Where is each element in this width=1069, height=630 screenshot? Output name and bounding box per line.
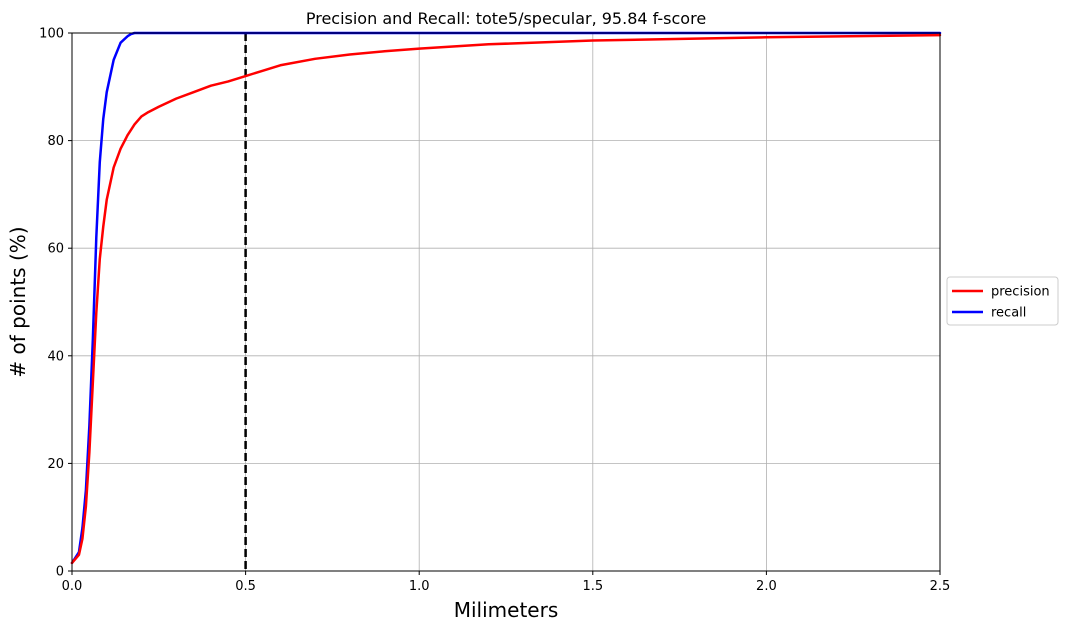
y-axis: 0 20 40 60 80 100 [39,27,72,580]
x-tick-label: 0.0 [62,579,83,594]
y-tick-label: 100 [39,27,64,42]
x-tick-label: 0.5 [235,579,256,594]
y-axis-label: # of points (%) [6,226,30,377]
y-tick-label: 60 [47,242,64,257]
series-line-precision [70,33,942,565]
legend: precision recall [946,276,1059,326]
series-line-recall [70,31,942,565]
chart-title: Precision and Recall: tote5/specular, 95… [306,9,706,28]
x-axis-label: Milimeters [454,598,559,622]
y-tick-label: 0 [56,565,64,580]
y-tick-label: 20 [47,457,64,472]
x-tick-label: 2.0 [756,579,777,594]
legend-label-recall: recall [991,306,1026,321]
x-tick-label: 2.5 [930,579,951,594]
legend-entries: precision recall [952,285,1050,321]
y-tick-label: 40 [47,349,64,364]
x-axis: 0.0 0.5 1.0 1.5 2.0 2.5 [62,571,951,594]
x-tick-label: 1.0 [409,579,430,594]
x-tick-label: 1.5 [582,579,603,594]
plot-frame [71,32,941,572]
series-layer [70,31,942,565]
y-tick-label: 80 [47,134,64,149]
grid [71,32,941,572]
legend-label-precision: precision [991,285,1050,300]
